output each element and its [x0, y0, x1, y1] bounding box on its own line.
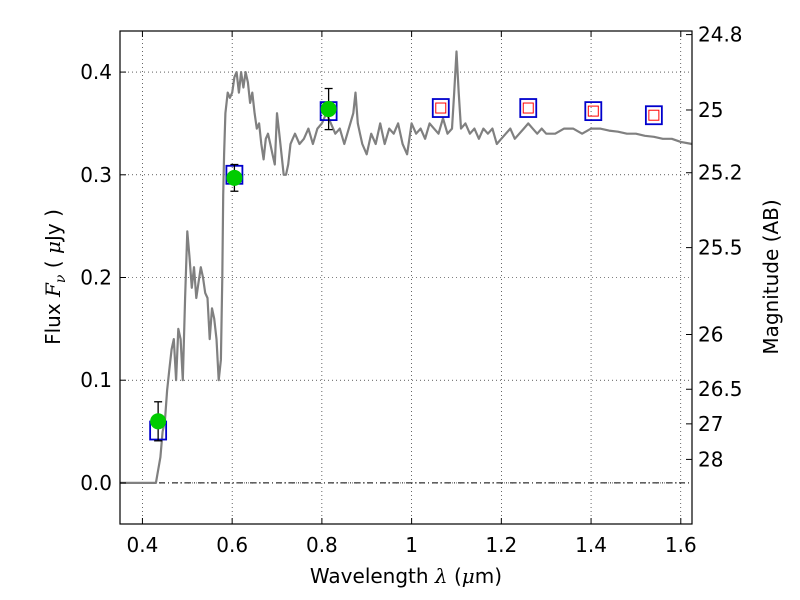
observed-point — [226, 169, 243, 186]
y-tick-label: 0.3 — [80, 163, 112, 187]
model-square — [644, 105, 663, 126]
mag-tick-label: 26 — [698, 323, 723, 347]
mag-tick-label: 25 — [698, 98, 723, 122]
y-axis-left: 0.0 0.1 0.2 0.3 0.4 — [80, 60, 126, 495]
model-square — [431, 98, 450, 118]
x-tick-label: 1.2 — [485, 533, 517, 557]
x-tick-label: 1 — [405, 533, 418, 557]
x-tick-label: 0.4 — [127, 533, 159, 557]
model-square — [519, 98, 538, 118]
upper-limit-square — [587, 105, 599, 117]
y-axis-right: 24.8 25 25.2 25.5 26 26.5 27 28 — [686, 23, 743, 471]
grid — [120, 31, 692, 524]
mag-tick-label: 26.5 — [698, 377, 743, 401]
y-axis-label: Flux Fν ( μJy ) — [41, 209, 69, 345]
upper-limit-square — [648, 109, 660, 121]
observed-point — [320, 101, 337, 118]
mag-tick-label: 27 — [698, 412, 723, 436]
model-square — [584, 101, 603, 122]
x-tick-label: 1.4 — [575, 533, 607, 557]
y-tick-label: 0.2 — [80, 266, 112, 290]
mag-tick-label: 25.5 — [698, 236, 743, 260]
x-tick-label: 0.6 — [216, 533, 248, 557]
mag-tick-label: 25.2 — [698, 161, 743, 185]
x-axis: 0.4 0.6 0.8 1 1.2 1.4 1.6 — [127, 31, 697, 557]
x-tick-label: 1.6 — [665, 533, 697, 557]
x-axis-label: Wavelength λ (μm) — [310, 564, 502, 588]
y-tick-label: 0.0 — [80, 471, 112, 495]
mag-tick-label: 24.8 — [698, 23, 743, 47]
y-axis-label-right: Magnitude (AB) — [759, 199, 783, 354]
y-tick-label: 0.1 — [80, 368, 112, 392]
series-layer — [120, 50, 693, 484]
sed-curve — [120, 50, 693, 484]
plot-background — [120, 31, 692, 524]
upper-limit-square — [522, 102, 534, 114]
x-tick-label: 0.8 — [306, 533, 338, 557]
observed-point — [150, 413, 167, 430]
upper-limit-square — [435, 102, 447, 114]
y-tick-label: 0.4 — [80, 60, 112, 84]
mag-tick-label: 28 — [698, 447, 723, 471]
